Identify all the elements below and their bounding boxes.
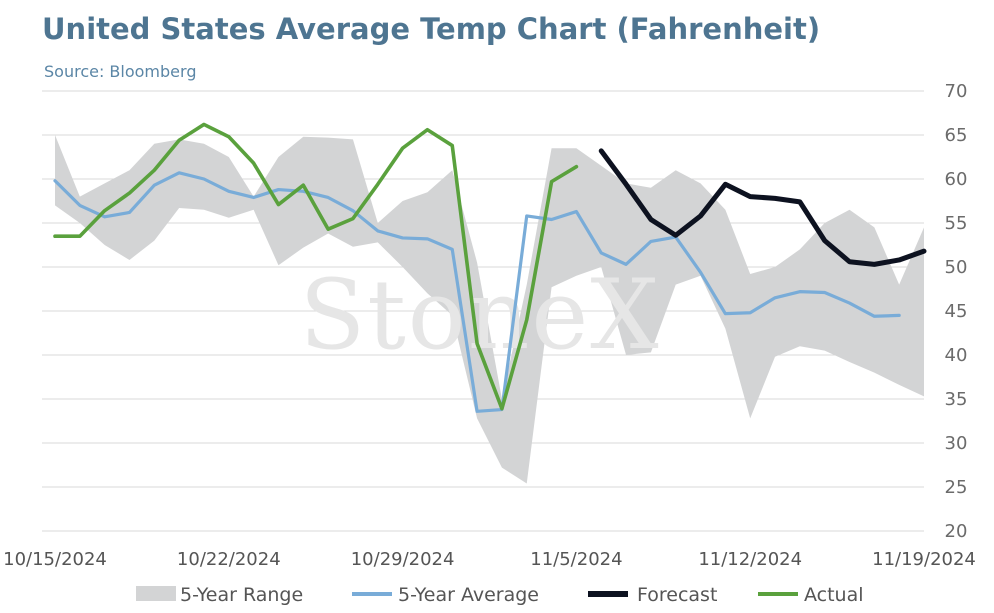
average-line [53,171,901,413]
x-tick-label: 10/15/2024 [3,549,107,570]
chart-subtitle: Source: Bloomberg [44,62,197,81]
x-tick-label: 10/22/2024 [177,549,281,570]
legend-swatch-range [136,586,176,601]
x-tick-label: 10/29/2024 [351,549,455,570]
x-tick-label: 11/12/2024 [698,549,802,570]
range-band-layer [55,135,924,484]
legend-label: Forecast [637,584,717,606]
y-tick-label: 30 [945,433,968,454]
chart-title: United States Average Temp Chart (Fahren… [42,12,821,46]
y-tick-label: 20 [945,521,968,542]
y-tick-label: 25 [945,477,968,498]
series-lines [53,122,927,413]
x-axis-ticks: 10/15/2024 10/22/2024 10/29/2024 11/5/2024 1… [3,549,976,570]
y-tick-label: 35 [945,389,968,410]
y-tick-label: 50 [945,257,968,278]
x-tick-label: 11/5/2024 [530,549,622,570]
y-tick-label: 60 [945,169,968,190]
range-band [55,135,924,484]
legend: 5-Year Range 5-Year Average Forecast Actual [136,584,864,606]
y-tick-label: 55 [945,213,968,234]
y-axis-ticks: 20 25 30 35 40 45 50 55 60 65 70 [945,81,968,542]
x-tick-label: 11/19/2024 [872,549,976,570]
y-tick-label: 70 [945,81,968,102]
y-tick-label: 65 [945,125,968,146]
legend-label: 5-Year Average [398,584,539,606]
actual-line [53,122,579,411]
y-tick-label: 45 [945,301,968,322]
y-tick-label: 40 [945,345,968,366]
legend-label: Actual [804,584,864,606]
forecast-line [598,148,927,267]
legend-label: 5-Year Range [180,584,303,606]
